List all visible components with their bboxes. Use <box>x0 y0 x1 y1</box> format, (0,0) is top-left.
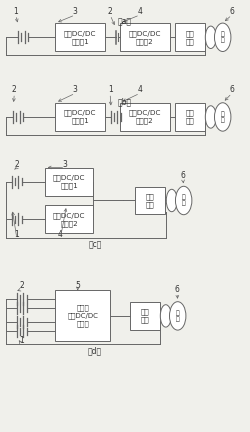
Text: （d）: （d） <box>88 347 102 356</box>
Text: 电机
驱动: 电机 驱动 <box>146 193 154 208</box>
Text: 6: 6 <box>230 7 234 16</box>
Text: 双向DC/DC
变换器2: 双向DC/DC 变换器2 <box>53 212 85 227</box>
Text: 双向DC/DC
变换器1: 双向DC/DC 变换器1 <box>64 110 96 124</box>
Circle shape <box>176 186 192 215</box>
Text: 3: 3 <box>73 7 78 16</box>
Text: 双向DC/DC
变换器2: 双向DC/DC 变换器2 <box>129 30 161 44</box>
Text: 3: 3 <box>73 86 78 94</box>
Circle shape <box>214 23 231 51</box>
Text: 1: 1 <box>14 230 19 239</box>
Bar <box>56 290 110 341</box>
Text: 电
机: 电 机 <box>221 111 224 123</box>
Text: 2: 2 <box>12 86 17 94</box>
Text: 2: 2 <box>14 160 19 169</box>
Bar <box>135 187 165 215</box>
Text: 多输入
双向DC/DC
变换器: 多输入 双向DC/DC 变换器 <box>67 305 98 327</box>
Text: 6: 6 <box>230 86 234 94</box>
Ellipse shape <box>160 305 171 327</box>
Ellipse shape <box>205 26 216 48</box>
Text: 1: 1 <box>108 86 112 94</box>
Bar <box>175 103 204 131</box>
Text: 4: 4 <box>138 86 142 94</box>
Text: 电
机: 电 机 <box>221 32 224 43</box>
Text: 6: 6 <box>180 171 185 180</box>
Text: 5: 5 <box>75 281 80 290</box>
Text: 双向DC/DC
变换器2: 双向DC/DC 变换器2 <box>129 110 161 124</box>
Bar <box>130 302 160 330</box>
Bar <box>56 23 105 51</box>
Text: 1: 1 <box>20 337 24 345</box>
Ellipse shape <box>166 189 177 212</box>
Bar <box>120 103 170 131</box>
Text: 双向DC/DC
变换器1: 双向DC/DC 变换器1 <box>53 174 85 189</box>
Text: 4: 4 <box>58 230 63 239</box>
Circle shape <box>214 103 231 131</box>
Text: 2: 2 <box>108 7 112 16</box>
Text: （c）: （c） <box>88 240 102 249</box>
Text: 4: 4 <box>138 7 142 16</box>
Bar <box>56 103 105 131</box>
Bar <box>45 206 93 233</box>
Text: 1: 1 <box>13 7 18 16</box>
Text: 电
机: 电 机 <box>176 310 180 322</box>
Bar <box>175 23 204 51</box>
Text: （b）: （b） <box>118 97 132 106</box>
Circle shape <box>170 302 186 330</box>
Text: （a）: （a） <box>118 17 132 26</box>
Text: 电
机: 电 机 <box>182 195 186 206</box>
Text: 3: 3 <box>63 160 68 169</box>
Text: 6: 6 <box>175 285 180 294</box>
Bar <box>120 23 170 51</box>
Text: 双向DC/DC
变换器1: 双向DC/DC 变换器1 <box>64 30 96 44</box>
Text: 电机
驱动: 电机 驱动 <box>185 110 194 124</box>
Ellipse shape <box>205 106 216 128</box>
Text: 电机
驱动: 电机 驱动 <box>140 308 149 323</box>
Bar <box>45 168 93 196</box>
Text: 2: 2 <box>20 281 24 290</box>
Text: 电机
驱动: 电机 驱动 <box>185 30 194 44</box>
